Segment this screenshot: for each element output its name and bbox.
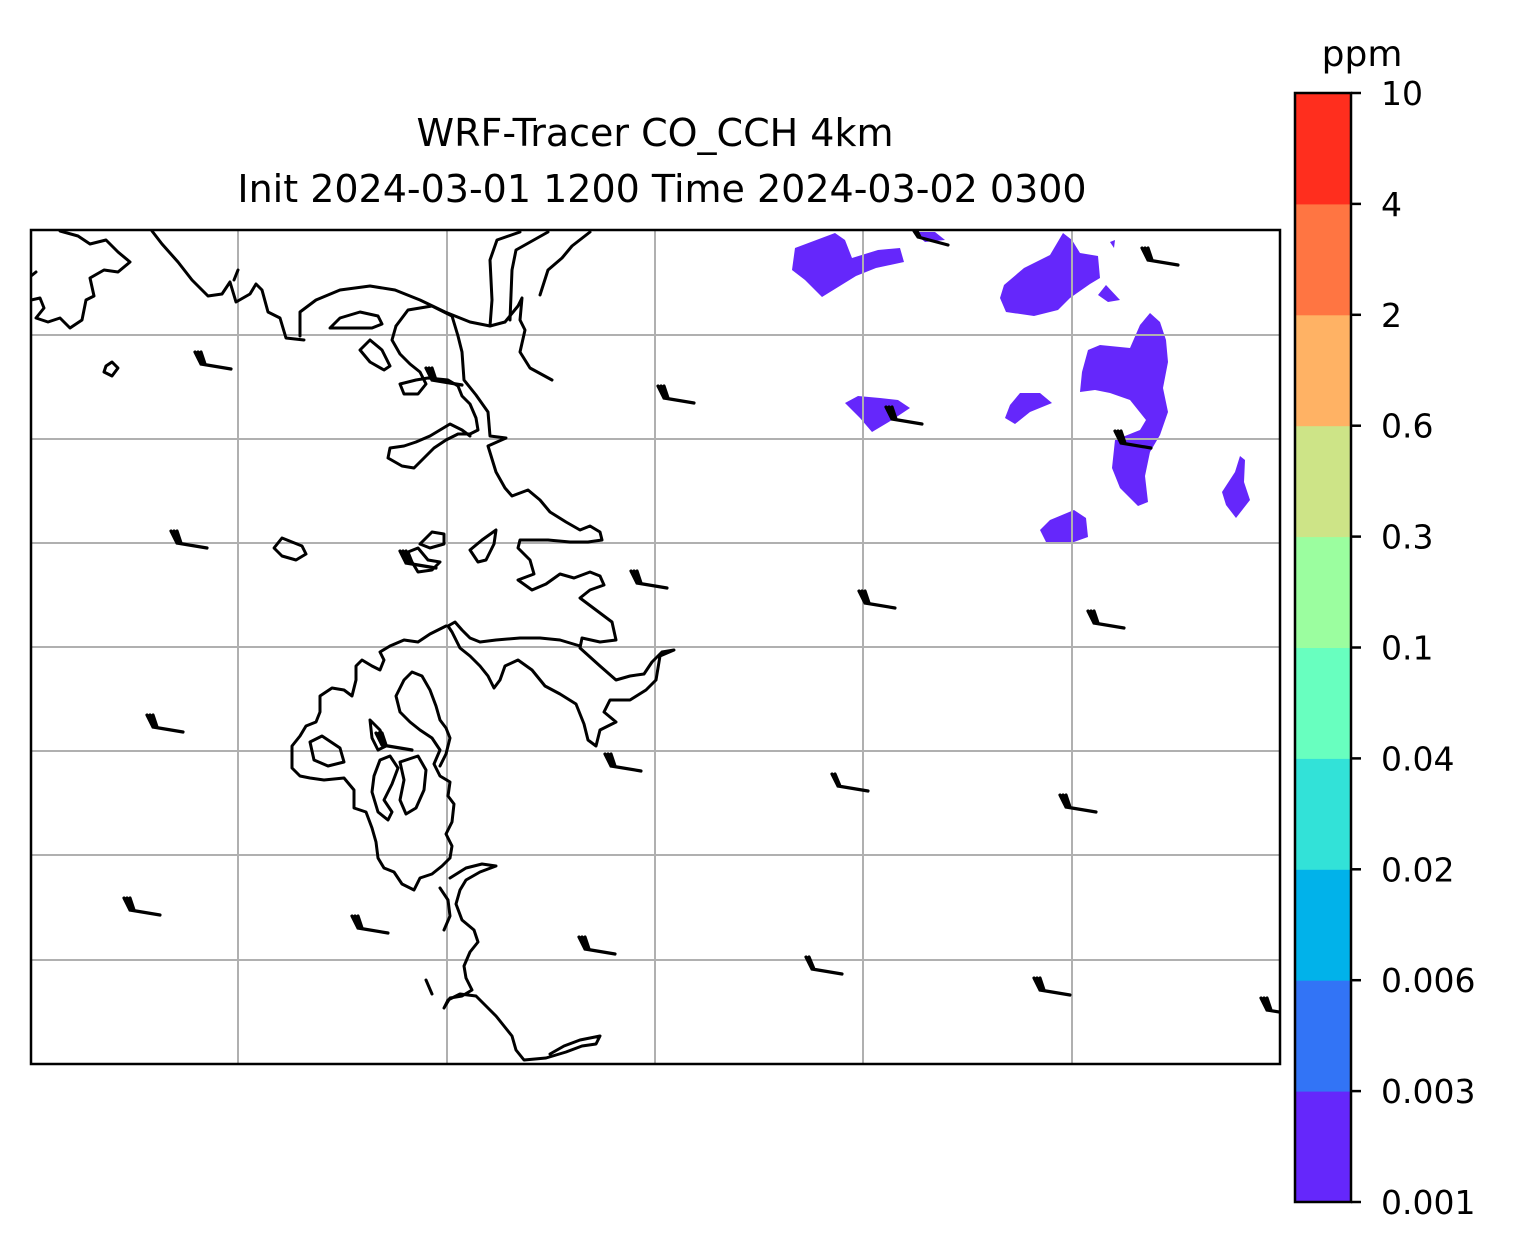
colorbar-segment bbox=[1295, 536, 1351, 648]
map-frame bbox=[29, 228, 1282, 1066]
colorbar-segment bbox=[1295, 647, 1351, 759]
tracer-plume bbox=[1080, 313, 1168, 506]
colorbar-tick-label: 0.001 bbox=[1381, 1183, 1475, 1222]
tracer-plume bbox=[1098, 285, 1120, 302]
tracer-plume bbox=[1110, 240, 1115, 248]
wind-barb bbox=[857, 589, 897, 610]
colorbar-segment bbox=[1295, 314, 1351, 427]
colorbar-segment bbox=[1295, 93, 1351, 205]
tracer-plume bbox=[845, 396, 910, 432]
wind-barb bbox=[1058, 793, 1098, 814]
figure-title-line2: Init 2024-03-01 1200 Time 2024-03-02 030… bbox=[237, 167, 1086, 211]
wind-barb bbox=[1113, 429, 1153, 450]
wind-barb bbox=[830, 772, 870, 793]
colorbar-units: ppm bbox=[1322, 34, 1403, 75]
colorbar-tick-label: 0.6 bbox=[1381, 407, 1433, 446]
wind-barb bbox=[912, 230, 950, 247]
tracer-contours bbox=[792, 232, 1250, 542]
colorbar-segment bbox=[1295, 203, 1351, 316]
wind-barb bbox=[804, 955, 844, 976]
wind-barb bbox=[424, 366, 464, 387]
colorbar-segment bbox=[1295, 980, 1351, 1092]
wind-barb bbox=[1086, 609, 1126, 630]
wind-barb bbox=[603, 752, 643, 773]
tracer-plume bbox=[1000, 233, 1100, 316]
wind-barb bbox=[398, 549, 438, 570]
wind-barb bbox=[145, 713, 185, 734]
wind-barb bbox=[350, 914, 390, 935]
wind-barbs bbox=[122, 230, 1280, 1014]
gridlines bbox=[31, 230, 1280, 1064]
colorbar-tick-label: 0.02 bbox=[1381, 850, 1454, 889]
coastline bbox=[31, 230, 676, 1062]
wind-barb bbox=[1032, 976, 1072, 997]
wind-barb bbox=[374, 731, 414, 752]
wind-barb bbox=[1140, 246, 1180, 267]
tracer-plume bbox=[1222, 456, 1250, 518]
wind-barb bbox=[656, 384, 696, 405]
colorbar: ppm 0.001 0.003 0.006 0.02 0.04 0.1 0.3 0.6 2 4 10 bbox=[1293, 34, 1475, 1222]
colorbar-tick-label: 4 bbox=[1381, 185, 1402, 224]
colorbar-segments bbox=[1295, 93, 1351, 1203]
colorbar-segment bbox=[1295, 1091, 1351, 1203]
colorbar-segment bbox=[1295, 425, 1351, 538]
wind-barb bbox=[577, 935, 617, 956]
tracer-plume bbox=[913, 232, 945, 242]
tracer-plume bbox=[1005, 393, 1052, 424]
colorbar-tick-label: 0.003 bbox=[1381, 1072, 1475, 1111]
wind-barb bbox=[169, 529, 209, 550]
wind-barb bbox=[193, 350, 233, 371]
map-panel bbox=[31, 230, 1280, 1064]
wind-barb bbox=[629, 569, 669, 590]
colorbar-ticks: 0.001 0.003 0.006 0.02 0.04 0.1 0.3 0.6 2 4 10 bbox=[1351, 74, 1475, 1222]
wind-barb bbox=[122, 896, 162, 917]
colorbar-segment bbox=[1295, 758, 1351, 870]
colorbar-tick-label: 10 bbox=[1381, 74, 1423, 113]
colorbar-tick-label: 0.1 bbox=[1381, 629, 1433, 668]
tracer-plume bbox=[792, 233, 904, 297]
wind-barb bbox=[1259, 996, 1280, 1014]
colorbar-tick-label: 0.006 bbox=[1381, 961, 1475, 1000]
colorbar-segment bbox=[1295, 869, 1351, 981]
tracer-plume bbox=[1040, 510, 1088, 542]
colorbar-tick-label: 2 bbox=[1381, 296, 1402, 335]
colorbar-tick-label: 0.3 bbox=[1381, 518, 1433, 557]
figure-title-line1: WRF-Tracer CO_CCH 4km bbox=[417, 111, 894, 155]
wind-barb bbox=[884, 405, 924, 426]
colorbar-tick-label: 0.04 bbox=[1381, 739, 1454, 778]
colorbar-frame bbox=[1293, 91, 1353, 1204]
